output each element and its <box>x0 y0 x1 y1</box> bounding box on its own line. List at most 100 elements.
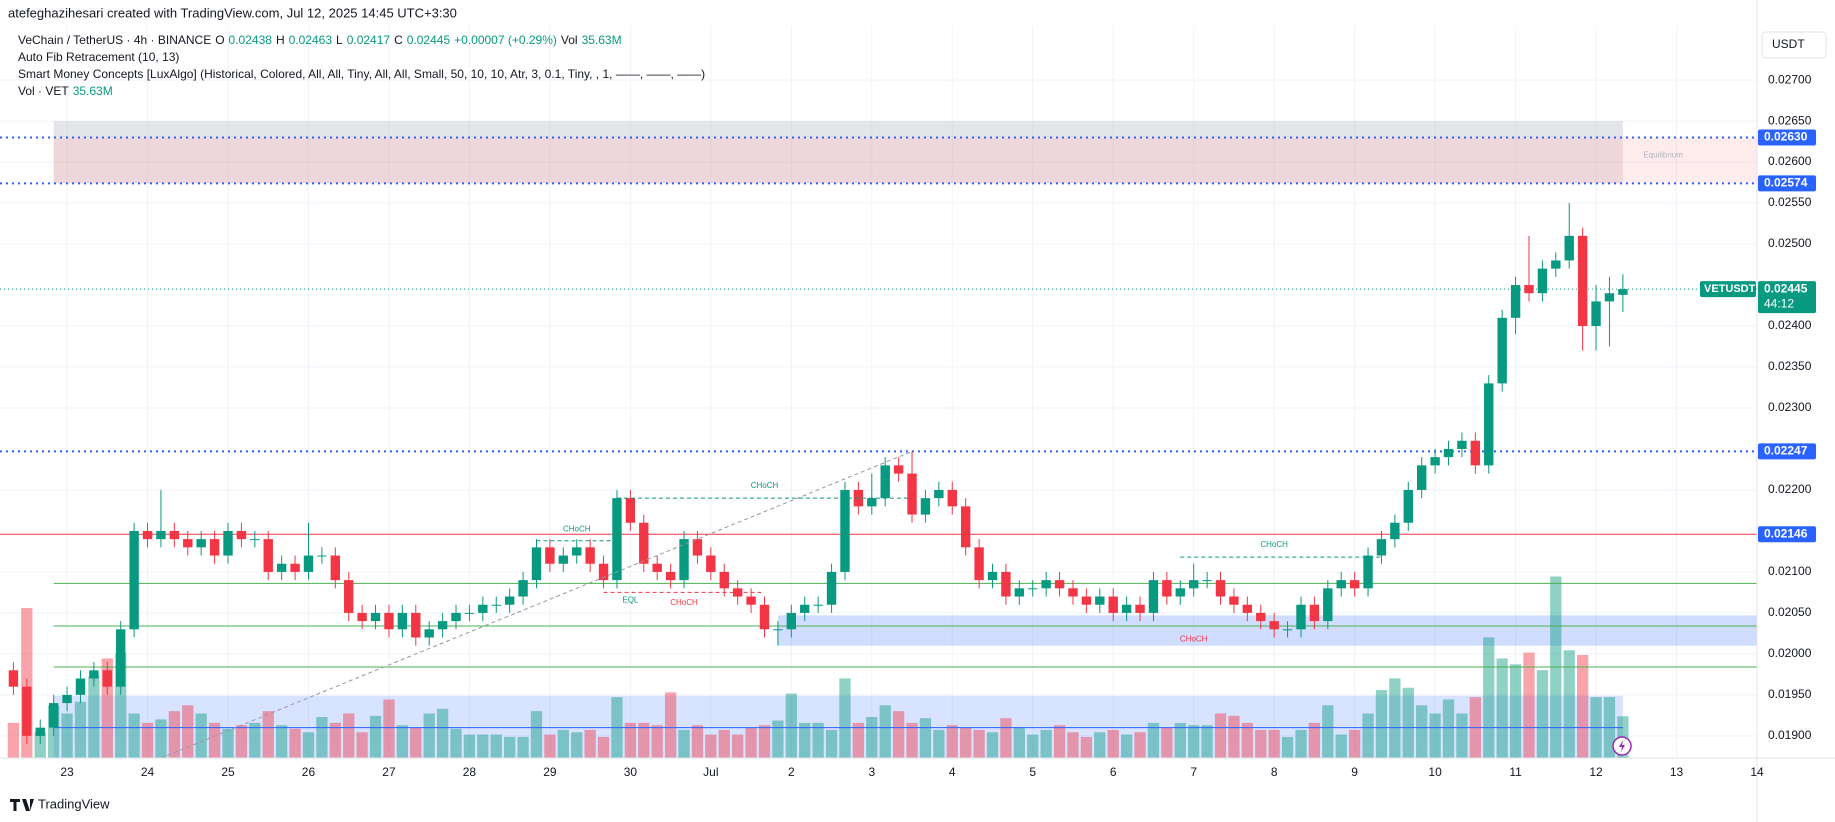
volume-bar <box>316 717 328 758</box>
annotation: CHoCH <box>1260 540 1288 549</box>
candle-body <box>1604 293 1615 302</box>
y-tick-label: 0.02500 <box>1768 236 1812 250</box>
level-lines <box>0 136 1757 729</box>
y-tick-label: 0.02600 <box>1768 154 1812 168</box>
volume-bar <box>115 652 127 758</box>
volume-bar <box>88 676 100 758</box>
candle-body <box>384 612 394 630</box>
volume-bar <box>799 722 811 758</box>
volume-bar <box>141 722 154 758</box>
volume-bar <box>1228 715 1240 758</box>
candle-body <box>1242 604 1253 613</box>
candle-body <box>183 539 193 548</box>
dashed-segment <box>160 450 913 759</box>
volume-bar <box>1255 729 1267 758</box>
volume-bar <box>1483 637 1495 758</box>
candle-body <box>1524 285 1534 294</box>
volume-bar <box>785 693 797 758</box>
x-tick-label: Jul <box>703 765 718 779</box>
candle-body <box>89 670 99 679</box>
volume-bar <box>369 715 382 758</box>
candle-body <box>1068 588 1078 597</box>
last-price-tag <box>1758 281 1816 314</box>
candle-body <box>1510 285 1521 318</box>
volume-bar <box>1161 727 1173 758</box>
currency-button[interactable] <box>1761 31 1827 59</box>
candle-body <box>518 580 528 597</box>
volume-legend: Vol · VET 35.63M <box>18 84 113 98</box>
candle-body <box>263 539 273 572</box>
candle-body <box>1376 539 1387 556</box>
zone <box>53 121 1623 138</box>
volume-bar <box>383 699 395 758</box>
candle-body <box>504 596 515 605</box>
zone <box>53 137 1623 184</box>
x-tick-label: 7 <box>1190 765 1197 779</box>
legend-item: VeChain / TetherUS · 4h · BINANCE <box>18 33 211 47</box>
candle-body <box>317 555 327 557</box>
legend-item: Vol · VET <box>18 84 69 98</box>
volume-bar <box>1509 664 1522 758</box>
currency[interactable]: USDT <box>1772 37 1805 51</box>
candle-body <box>1430 457 1440 466</box>
candle-body <box>1537 268 1548 294</box>
volume-bar <box>436 708 449 758</box>
volume-bar <box>34 732 46 758</box>
y-tick-label: 0.01900 <box>1768 728 1812 742</box>
x-tick-label: 10 <box>1428 765 1442 779</box>
price-level-label: 0.02574 <box>1764 176 1808 190</box>
volume-pane <box>7 576 1629 758</box>
symbol-tag <box>1700 281 1756 298</box>
zone <box>53 695 1623 758</box>
candle-body <box>558 555 569 564</box>
candle-body <box>813 604 823 606</box>
volume-bar <box>450 728 462 758</box>
candle-body <box>1081 596 1092 605</box>
volume-bar <box>946 725 958 758</box>
candle-body <box>893 465 904 474</box>
price-level-tag <box>1758 526 1816 543</box>
candle-body <box>1135 604 1145 613</box>
volume-bar <box>1188 725 1200 758</box>
volume-bar <box>839 678 851 758</box>
candle-body <box>397 612 408 630</box>
candle-body <box>1175 588 1185 597</box>
volume-bar <box>1134 732 1146 758</box>
candle-body <box>1390 522 1400 540</box>
volume-bar <box>1563 650 1575 758</box>
volume-bar <box>168 711 180 758</box>
candle-body <box>344 580 354 613</box>
candle-body <box>531 547 542 581</box>
candle-body <box>1443 448 1454 458</box>
x-tick-label: 27 <box>382 765 396 779</box>
volume-bar <box>638 722 650 758</box>
volume-bar <box>302 732 315 758</box>
volume-bar <box>1000 718 1012 758</box>
volume-bar <box>745 727 757 758</box>
volume-bar <box>1402 687 1414 758</box>
zone <box>1622 137 1757 184</box>
candle-body <box>1403 489 1413 523</box>
candle-body <box>169 530 180 540</box>
volume-bar <box>758 725 771 758</box>
annotation: Equilibrium <box>1643 151 1683 160</box>
candle-body <box>22 686 32 736</box>
candle-body <box>290 563 300 572</box>
legend-item: 0.02438 <box>229 33 273 47</box>
y-tick-label: 0.02000 <box>1768 646 1812 660</box>
volume-bar <box>1013 727 1025 758</box>
volume-bar <box>222 728 234 758</box>
candle-body <box>1323 588 1333 622</box>
zone <box>777 615 1757 646</box>
candle-body <box>62 694 72 704</box>
volume-bar <box>1067 732 1079 758</box>
candle-body <box>665 571 676 581</box>
volume-bar <box>1536 670 1549 758</box>
x-tick-label: 5 <box>1029 765 1036 779</box>
candle-body <box>652 563 662 572</box>
candle-body <box>437 621 448 630</box>
candle-body <box>920 498 931 515</box>
volume-bar <box>208 722 221 758</box>
